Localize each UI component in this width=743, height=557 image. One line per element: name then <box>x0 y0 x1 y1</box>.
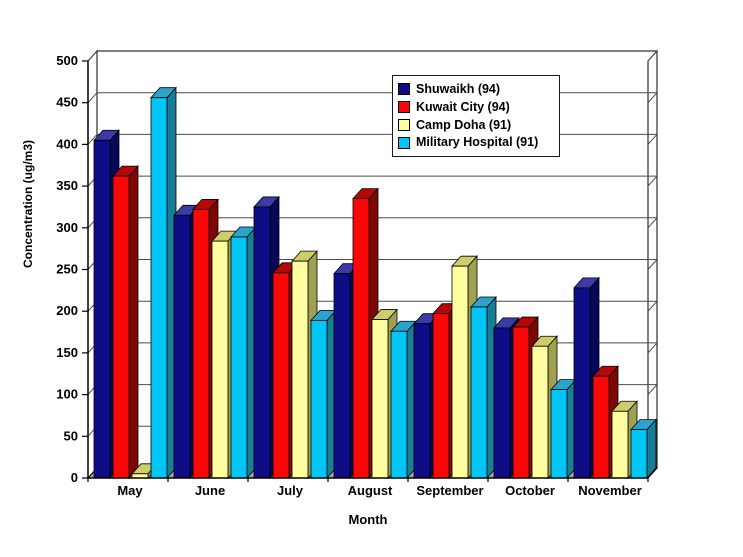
bar-side-kuwait-city-may <box>128 165 139 480</box>
legend-swatch-military-hospital <box>398 136 410 149</box>
bar-kuwait-city-june <box>192 209 210 479</box>
gridline-right-stub <box>647 134 658 145</box>
bar-kuwait-city-july <box>272 272 290 479</box>
y-tick-label: 300 <box>56 220 78 235</box>
legend-swatch-camp-doha <box>398 118 410 131</box>
x-category-label: November <box>578 483 642 498</box>
bar-shuwaikh-august <box>333 273 351 479</box>
y-tick-label: 450 <box>56 95 78 110</box>
legend-label: Shuwaikh (94) <box>416 82 501 97</box>
gridline-right-stub <box>647 50 658 62</box>
x-category-label: October <box>505 483 555 498</box>
bar-military-hospital-may <box>150 97 168 479</box>
bar-kuwait-city-september <box>432 313 450 479</box>
legend-label: Military Hospital (91) <box>416 135 539 150</box>
x-category-label: September <box>416 483 483 498</box>
bar-shuwaikh-october <box>493 327 511 479</box>
bar-military-hospital-october <box>550 389 568 479</box>
x-category-label: June <box>195 483 225 498</box>
bar-kuwait-city-august <box>352 198 370 479</box>
bar-military-hospital-november <box>630 429 648 479</box>
x-category-label: August <box>348 483 393 498</box>
y-tick-label: 50 <box>64 428 78 443</box>
gridline-right-stub <box>647 92 658 104</box>
bar-camp-doha-july <box>291 260 309 479</box>
bar-shuwaikh-july <box>253 206 271 479</box>
y-tick-label: 400 <box>56 136 78 151</box>
gridline-right-stub <box>647 342 658 354</box>
bar-camp-doha-august <box>371 319 389 479</box>
y-tick-label: 150 <box>56 345 78 360</box>
legend-label: Kuwait City (94) <box>416 99 510 114</box>
gridline-right-stub <box>647 384 658 395</box>
legend-item: Kuwait City (94) <box>398 101 554 114</box>
bar-kuwait-city-november <box>592 375 610 479</box>
legend-item: Shuwaikh (94) <box>398 83 554 96</box>
bar-military-hospital-september <box>470 306 488 479</box>
y-tick-label: 200 <box>56 303 78 318</box>
gridline-right-stub <box>647 300 658 312</box>
x-category-label: July <box>277 483 304 498</box>
bar-military-hospital-july <box>310 319 328 479</box>
gridline-right-stub <box>647 175 658 187</box>
bar-camp-doha-october <box>531 345 549 479</box>
gridline-right-stub <box>647 259 658 270</box>
y-tick-label: 250 <box>56 262 78 277</box>
gridline-right-stub <box>647 217 658 229</box>
bar-shuwaikh-november <box>573 287 591 479</box>
gridline-left-stub <box>87 92 98 104</box>
bar-military-hospital-june <box>230 236 248 479</box>
bar-kuwait-city-may <box>112 175 130 479</box>
y-tick-label: 100 <box>56 387 78 402</box>
y-tick-label: 500 <box>56 53 78 68</box>
legend-label: Camp Doha (91) <box>416 117 512 132</box>
gridline-left-stub <box>87 134 98 145</box>
y-tick-label: 350 <box>56 178 78 193</box>
gridline-left-stub <box>87 50 98 62</box>
x-category-label: May <box>117 483 143 498</box>
bar-camp-doha-september <box>451 265 469 479</box>
bar-shuwaikh-may <box>93 139 111 479</box>
x-axis-title: Month <box>348 512 388 527</box>
bar-camp-doha-june <box>211 240 229 479</box>
bar-kuwait-city-october <box>512 326 530 479</box>
bar-camp-doha-november <box>611 410 629 479</box>
y-tick-label: 0 <box>71 470 78 485</box>
bar-military-hospital-august <box>390 330 408 479</box>
legend-swatch-kuwait-city <box>398 101 410 114</box>
legend-item: Camp Doha (91) <box>398 119 554 132</box>
legend: Shuwaikh (94) Kuwait City (94) Camp Doha… <box>392 75 560 157</box>
bar-shuwaikh-june <box>173 214 191 479</box>
bar-shuwaikh-september <box>413 323 431 479</box>
legend-item: Military Hospital (91) <box>398 136 554 149</box>
legend-swatch-shuwaikh <box>398 83 410 96</box>
